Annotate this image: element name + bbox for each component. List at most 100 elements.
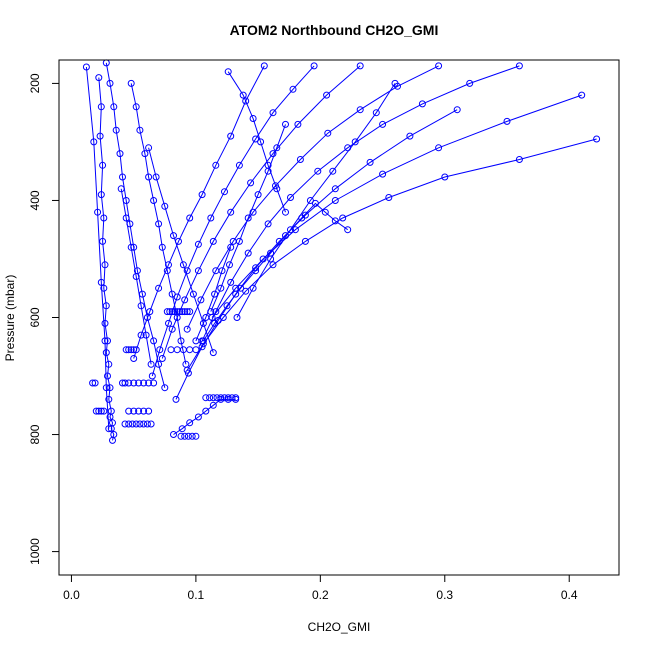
data-point <box>143 420 151 428</box>
data-point <box>232 284 240 292</box>
data-point <box>287 226 294 234</box>
series-8 <box>208 91 586 321</box>
x-tick-label: 0.4 <box>561 588 578 602</box>
data-point <box>121 420 129 428</box>
data-point <box>100 284 108 292</box>
data-point <box>311 199 319 207</box>
data-point <box>94 208 102 216</box>
data-point <box>122 214 130 222</box>
data-point <box>239 91 247 99</box>
data-point <box>209 349 217 357</box>
data-point <box>211 290 219 298</box>
data-point <box>199 319 207 327</box>
series-line-14 <box>173 398 236 435</box>
data-point <box>110 103 118 111</box>
data-point <box>119 173 126 181</box>
data-point <box>291 226 299 234</box>
data-point <box>269 109 277 117</box>
data-point <box>141 150 149 158</box>
data-point <box>310 62 318 70</box>
data-point <box>503 117 511 125</box>
data-point <box>264 220 272 228</box>
data-point <box>366 158 374 166</box>
data-point <box>97 191 105 199</box>
data-point <box>331 197 339 204</box>
data-point <box>158 355 166 362</box>
x-axis: 0.0 0.1 0.2 0.3 0.4 <box>63 574 578 602</box>
chart-title: ATOM2 Northbound CH2O_GMI <box>230 22 439 38</box>
series-line-17 <box>120 188 152 365</box>
series-17 <box>117 185 155 368</box>
data-point <box>97 278 105 286</box>
y-tick-label: 400 <box>28 190 42 210</box>
data-point <box>150 197 158 204</box>
data-point <box>95 74 103 82</box>
data-point <box>218 267 226 275</box>
data-point <box>249 208 257 216</box>
data-point <box>116 150 124 158</box>
series-line-3 <box>130 83 187 365</box>
data-point <box>260 62 268 70</box>
data-point <box>168 290 176 298</box>
data-point <box>165 261 172 269</box>
series-line-6 <box>175 109 458 400</box>
data-point <box>344 226 352 234</box>
data-point <box>179 261 187 269</box>
data-point <box>145 144 153 152</box>
data-point <box>105 395 113 403</box>
cluster-1 <box>122 346 200 354</box>
data-point <box>379 170 387 178</box>
series-line-15 <box>195 247 232 342</box>
series-16 <box>145 144 217 357</box>
data-point <box>329 167 337 175</box>
data-point <box>331 217 339 225</box>
cluster-4 <box>92 407 153 415</box>
data-point <box>132 346 140 354</box>
data-point <box>145 407 153 415</box>
data-point <box>125 420 133 428</box>
data-point <box>202 407 210 415</box>
data-point <box>142 331 150 339</box>
series-19 <box>233 79 399 321</box>
data-point <box>183 325 191 333</box>
data-point <box>140 420 148 428</box>
data-point <box>247 179 255 187</box>
data-point <box>211 319 219 327</box>
data-point <box>165 319 172 327</box>
data-point <box>101 319 109 327</box>
data-point <box>282 208 289 216</box>
series-1 <box>82 63 113 433</box>
data-point <box>339 214 347 222</box>
data-point <box>181 432 189 440</box>
series-line-11 <box>151 65 315 377</box>
data-point <box>155 284 163 292</box>
data-point <box>100 407 108 415</box>
data-point <box>254 191 262 199</box>
data-point <box>102 384 110 392</box>
data-point <box>192 337 200 345</box>
series-7 <box>183 135 601 374</box>
data-point <box>155 220 163 228</box>
data-point <box>192 432 200 440</box>
data-point <box>197 296 205 304</box>
data-point <box>194 240 202 248</box>
data-point <box>117 185 125 193</box>
data-point <box>96 132 104 140</box>
data-point <box>152 173 160 181</box>
x-tick-label: 0.3 <box>436 588 453 602</box>
series-line-19 <box>236 83 396 318</box>
data-point <box>177 432 185 440</box>
y-axis: 200 400 600 800 1000 <box>28 73 60 565</box>
data-point <box>202 394 210 402</box>
data-point <box>227 243 235 251</box>
data-point <box>99 161 107 169</box>
data-point <box>226 261 233 269</box>
data-point <box>237 284 245 292</box>
data-point <box>244 249 252 257</box>
data-point <box>235 161 243 169</box>
data-point <box>249 115 257 122</box>
data-point <box>109 436 116 444</box>
data-point <box>130 407 138 415</box>
data-point <box>189 290 197 298</box>
data-point <box>105 425 113 433</box>
